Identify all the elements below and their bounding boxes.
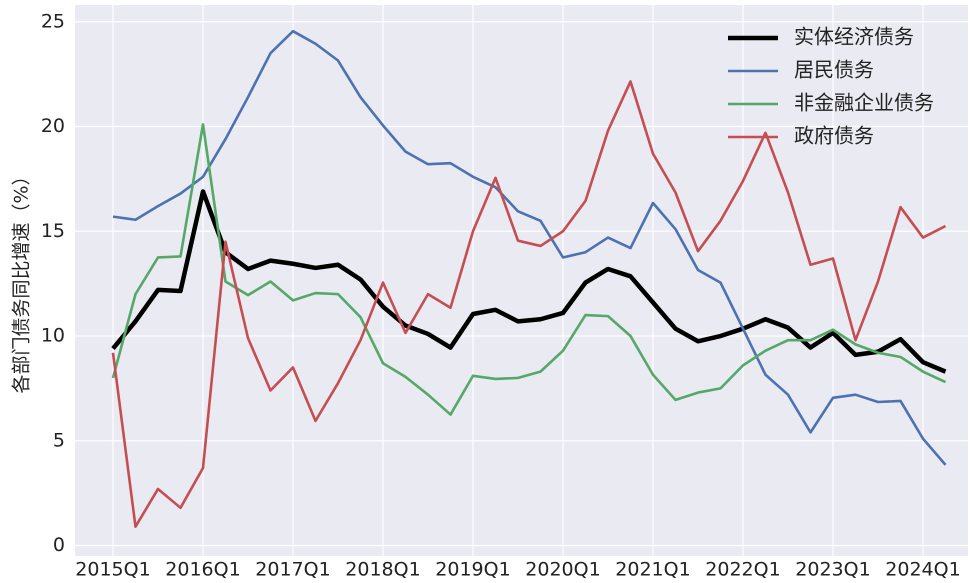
y-tick-label: 0: [53, 534, 65, 556]
x-tick-label: 2016Q1: [165, 559, 240, 581]
line-series: [111, 189, 947, 374]
x-tick-label: 2017Q1: [255, 559, 330, 581]
legend-label: 实体经济债务: [794, 25, 914, 49]
legend-label: 非金融企业债务: [794, 91, 934, 115]
x-tick-label: 2021Q1: [615, 559, 690, 581]
x-tick-label: 2019Q1: [435, 559, 510, 581]
x-tick-label: 2023Q1: [795, 559, 870, 581]
plot-background: [75, 5, 968, 556]
x-tick-label: 2018Q1: [345, 559, 420, 581]
y-tick-label: 20: [41, 115, 65, 137]
line-series: [111, 80, 947, 528]
y-tick-label: 10: [41, 325, 65, 347]
line-series: [111, 123, 947, 416]
legend-label: 政府债务: [794, 124, 874, 148]
x-tick-label: 2020Q1: [525, 559, 600, 581]
legend-label: 居民债务: [794, 58, 874, 82]
x-tick-label: 2022Q1: [705, 559, 780, 581]
y-tick-label: 5: [53, 429, 65, 451]
y-tick-label: 25: [41, 10, 65, 32]
y-axis-label: 各部门债务同比增速（%）: [11, 166, 33, 393]
x-tick-label: 2024Q1: [885, 559, 960, 581]
x-tick-label: 2015Q1: [75, 559, 150, 581]
y-tick-label: 15: [41, 220, 65, 242]
line-series: [112, 29, 947, 466]
